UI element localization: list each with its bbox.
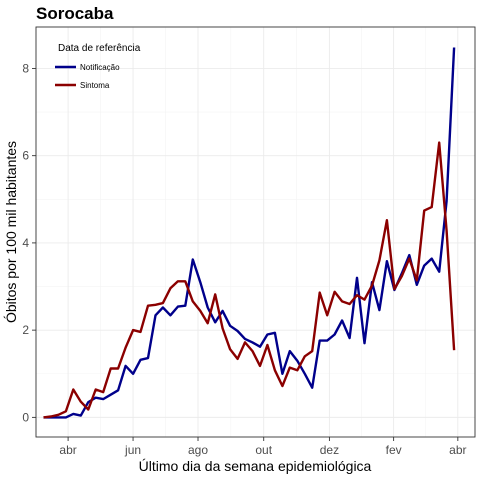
plot-panel: [36, 27, 475, 437]
chart-title: Sorocaba: [36, 4, 114, 23]
legend-title: Data de referência: [58, 43, 141, 54]
series-line-sintoma: [43, 141, 456, 419]
plot-background: [36, 27, 475, 437]
x-axis-title: Último dia da semana epidemiológica: [139, 458, 372, 474]
series-group: [43, 47, 456, 419]
y-axis-title: Óbitos por 100 mil habitantes: [3, 141, 19, 323]
series-line-notificacao: [43, 47, 456, 419]
y-tick-label: 2: [22, 323, 29, 337]
x-tick-label: jun: [124, 443, 141, 457]
y-axis: 0 2 4 6 8: [22, 61, 36, 424]
y-tick-label: 6: [22, 149, 29, 163]
y-tick-label: 0: [22, 410, 29, 424]
plot-panel-border: [35, 26, 476, 438]
x-tick-label: ago: [188, 443, 208, 457]
x-tick-label: abr: [449, 443, 466, 457]
x-tick-label: fev: [386, 443, 402, 457]
legend-label-notificacao: Notificação: [80, 63, 120, 72]
grid-lines: [36, 27, 475, 437]
y-tick-label: 4: [22, 236, 29, 250]
x-tick-label: abr: [59, 443, 76, 457]
y-tick-label: 8: [22, 61, 29, 75]
legend: Data de referência Notificação Sintoma: [55, 43, 141, 90]
x-axis: abr jun ago out dez fev abr: [59, 437, 467, 457]
legend-label-sintoma: Sintoma: [80, 81, 110, 90]
x-tick-label: dez: [320, 443, 339, 457]
x-tick-label: out: [255, 443, 272, 457]
